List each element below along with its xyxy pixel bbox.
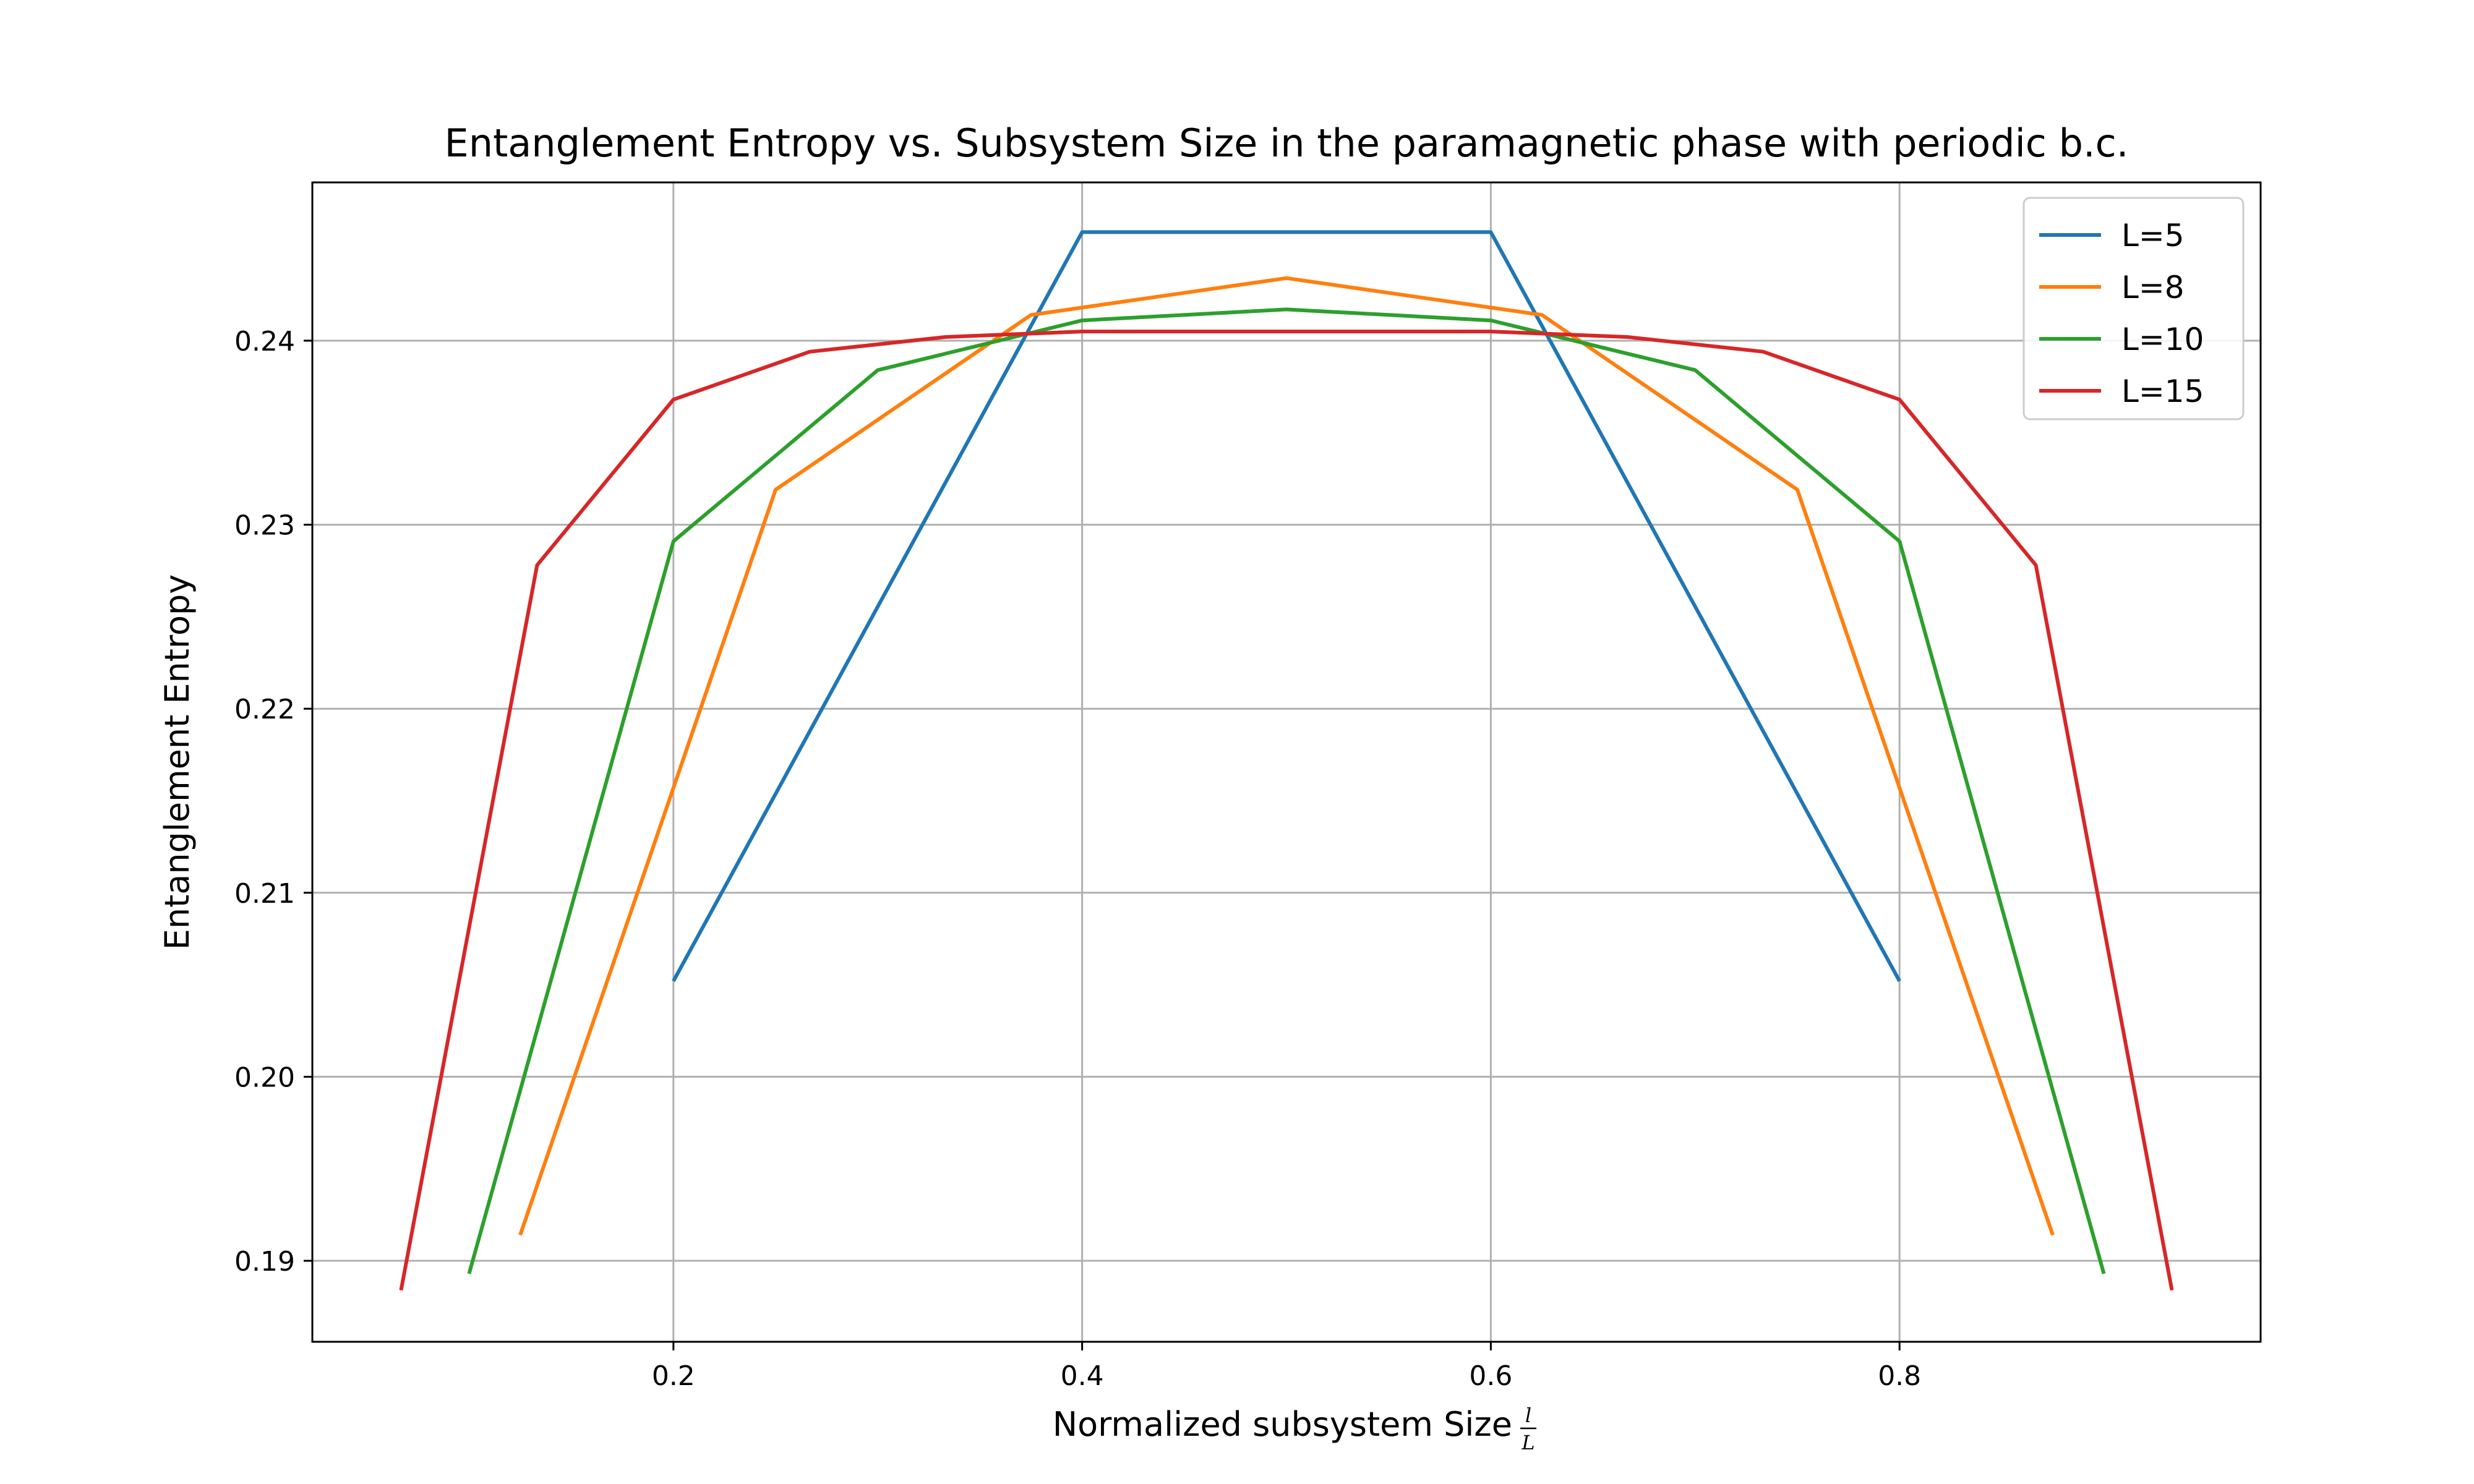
y-axis-label: Entanglement Entropy — [158, 574, 197, 950]
x-tick-label: 0.8 — [1878, 1360, 1921, 1392]
legend-label: L=5 — [2121, 218, 2185, 254]
plot-frame — [311, 181, 2262, 1343]
legend-box — [2022, 197, 2245, 420]
series-line-l-15 — [399, 330, 2174, 1291]
y-tick-label: 0.23 — [234, 510, 295, 542]
y-tick-label: 0.22 — [234, 694, 295, 725]
y-tick-label: 0.24 — [234, 326, 295, 357]
x-tick-label: 0.6 — [1469, 1360, 1512, 1392]
axis-ticks: 0.2 0.4 0.6 0.8 0.19 0.20 0.21 0.22 0.23 0.24 — [234, 326, 1921, 1392]
y-tick-label: 0.21 — [234, 878, 295, 910]
x-tick-label: 0.4 — [1061, 1360, 1104, 1392]
series-line-l-8 — [518, 276, 2055, 1236]
x-axis-label-group: Normalized subsystem Size l L — [1053, 1404, 1536, 1454]
series-line-l-5 — [672, 230, 1901, 983]
chart-title: Entanglement Entropy vs. Subsystem Size … — [445, 121, 2129, 166]
y-tick-label: 0.19 — [234, 1246, 295, 1277]
series-layer — [399, 230, 2174, 1291]
legend-label: L=10 — [2121, 322, 2204, 357]
legend-label: L=8 — [2121, 270, 2185, 305]
series-line-l-10 — [467, 307, 2106, 1274]
legend-label: L=15 — [2121, 373, 2204, 409]
legend: L=5 L=8 L=10 L=15 — [2022, 197, 2245, 420]
x-axis-label: Normalized subsystem Size — [1053, 1405, 1512, 1444]
y-tick-label: 0.20 — [234, 1062, 295, 1093]
x-tick-label: 0.2 — [652, 1360, 695, 1392]
x-axis-label-fraction-numerator: l — [1525, 1404, 1531, 1427]
x-axis-label-fraction-denominator: L — [1521, 1431, 1534, 1454]
